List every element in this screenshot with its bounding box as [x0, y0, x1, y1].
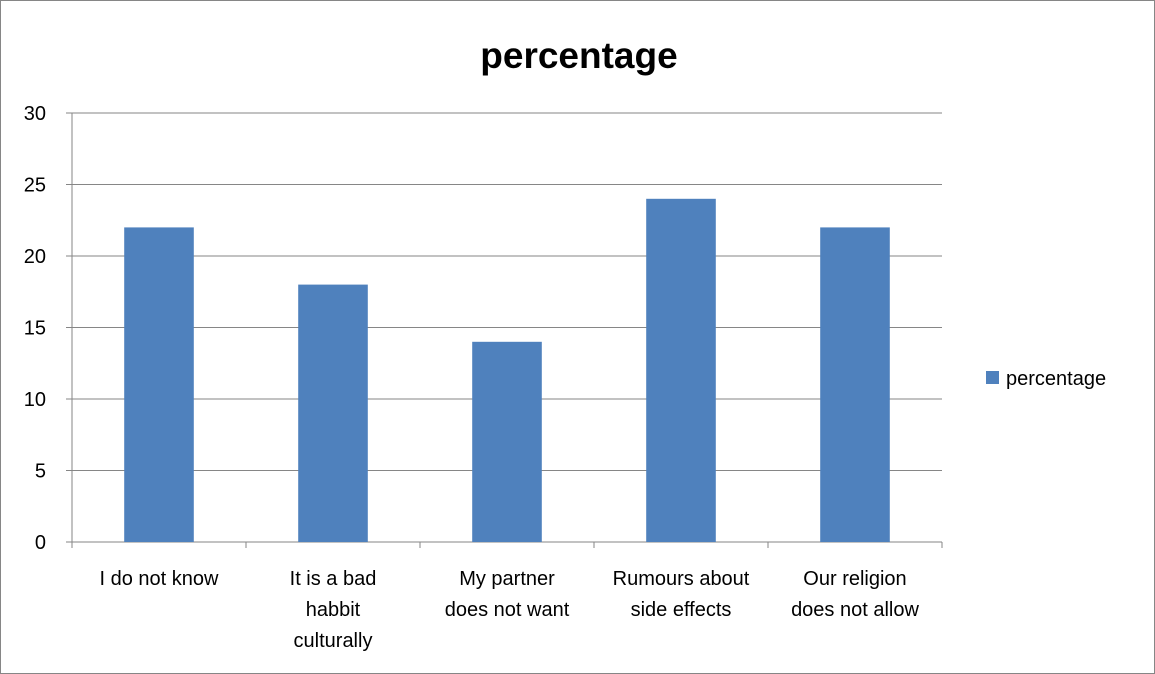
- x-category-label: It is a bad: [290, 568, 377, 590]
- x-category-label: does not allow: [791, 599, 919, 621]
- y-tick-label: 5: [35, 461, 46, 483]
- x-category-label: habbit: [306, 599, 361, 621]
- bar-2: [298, 284, 368, 542]
- chart-title: percentage: [480, 35, 677, 76]
- bar-4: [646, 198, 716, 543]
- legend: percentage: [986, 368, 1106, 390]
- y-tick-label: 30: [24, 103, 46, 125]
- legend-label-percentage: percentage: [1006, 368, 1106, 390]
- y-tick-label: 10: [24, 389, 46, 411]
- x-category-label: I do not know: [100, 568, 220, 590]
- y-tick-label: 0: [35, 532, 46, 554]
- legend-swatch-percentage: [986, 371, 999, 384]
- x-category-label: My partner: [459, 568, 555, 590]
- bars: [124, 198, 890, 543]
- x-category-label: Rumours about: [613, 568, 750, 590]
- bar-5: [820, 227, 890, 542]
- x-category-label: Our religion: [803, 568, 906, 590]
- x-category-label: does not want: [445, 599, 570, 621]
- y-tick-label: 20: [24, 246, 46, 268]
- x-category-labels: I do not know It is a bad habbit culturally…: [100, 568, 920, 652]
- y-tick-label: 15: [24, 318, 46, 340]
- bar-3: [472, 341, 542, 542]
- x-category-label: culturally: [294, 630, 373, 652]
- bar-1: [124, 227, 194, 542]
- y-tick-label: 25: [24, 175, 46, 197]
- y-tick-labels: 0 5 10 15 20 25 30: [24, 103, 46, 554]
- gridlines: [72, 112, 942, 471]
- x-category-label: side effects: [631, 599, 732, 621]
